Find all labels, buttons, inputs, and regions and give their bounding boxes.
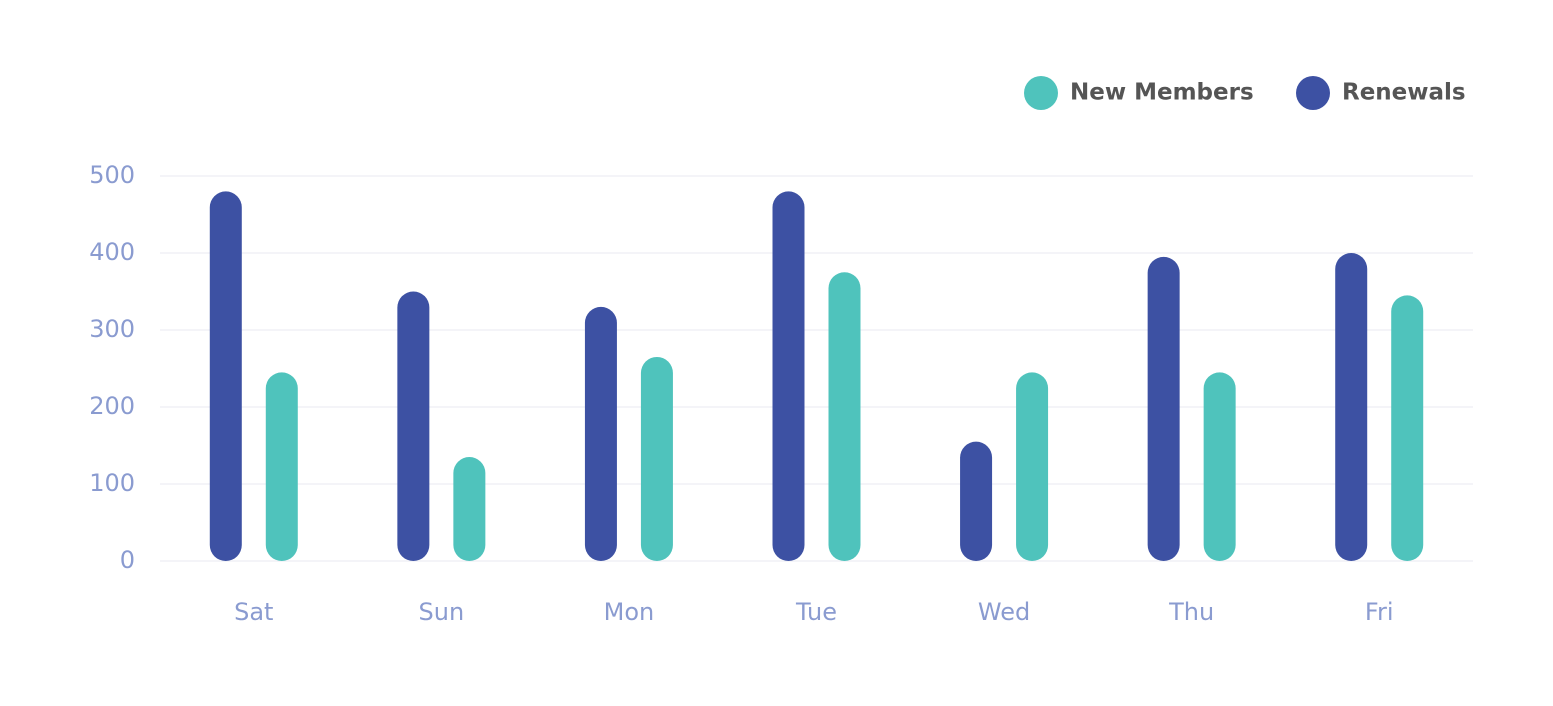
x-tick-label: Sun: [419, 598, 465, 626]
x-tick-label: Fri: [1365, 598, 1394, 626]
bar: [1016, 372, 1049, 561]
bar: [1391, 295, 1424, 561]
y-tick-label: 300: [89, 315, 135, 343]
bar: [828, 272, 861, 561]
bar: [209, 191, 242, 561]
bar: [265, 372, 298, 561]
bar: [397, 291, 430, 561]
bar: [640, 356, 673, 561]
y-tick-label: 100: [89, 469, 135, 497]
bar: [453, 457, 486, 561]
y-tick-label: 200: [89, 392, 135, 420]
legend-label: New Members: [1070, 80, 1254, 106]
bar: [1203, 372, 1236, 561]
x-tick-label: Wed: [978, 598, 1030, 626]
bar: [960, 441, 993, 561]
y-tick-label: 400: [89, 238, 135, 266]
legend-marker: [1296, 76, 1330, 110]
y-tick-label: 500: [89, 161, 135, 189]
x-tick-label: Thu: [1168, 598, 1214, 626]
bar: [772, 191, 805, 561]
bar: [1147, 256, 1180, 561]
legend-marker: [1024, 76, 1058, 110]
y-tick-label: 0: [120, 546, 135, 574]
bar: [584, 306, 617, 561]
legend-label: Renewals: [1342, 80, 1466, 106]
x-tick-label: Tue: [795, 598, 837, 626]
x-tick-label: Sat: [234, 598, 273, 626]
bar: [1335, 253, 1368, 561]
x-tick-label: Mon: [604, 598, 655, 626]
